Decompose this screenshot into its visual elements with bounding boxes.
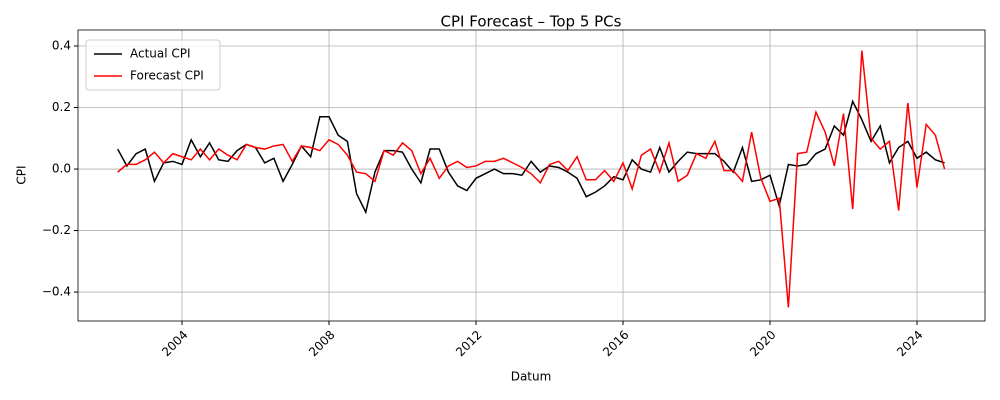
x-tick-label: 2016 (600, 328, 631, 359)
legend-label: Forecast CPI (130, 69, 204, 83)
legend-label: Actual CPI (130, 47, 191, 61)
y-axis-label: CPI (15, 165, 29, 184)
y-tick-label: −0.2 (42, 223, 71, 237)
y-tick-label: 0.0 (52, 162, 71, 176)
legend-box (85, 39, 221, 91)
y-tick-label: −0.4 (42, 285, 71, 299)
x-tick-label: 2008 (306, 328, 337, 359)
x-tick-label: 2004 (159, 328, 190, 359)
data-line (117, 99, 945, 215)
x-tick-label: 2024 (894, 328, 925, 359)
y-tick-label: 0.4 (52, 38, 71, 52)
chart-title: CPI Forecast – Top 5 PCs (441, 13, 622, 31)
x-axis-label: Datum (511, 370, 552, 384)
x-tick-label: 2020 (747, 328, 778, 359)
plot-frame (77, 29, 986, 322)
data-line (117, 50, 946, 308)
y-tick-label: 0.2 (52, 100, 71, 114)
x-tick-label: 2012 (453, 328, 484, 359)
